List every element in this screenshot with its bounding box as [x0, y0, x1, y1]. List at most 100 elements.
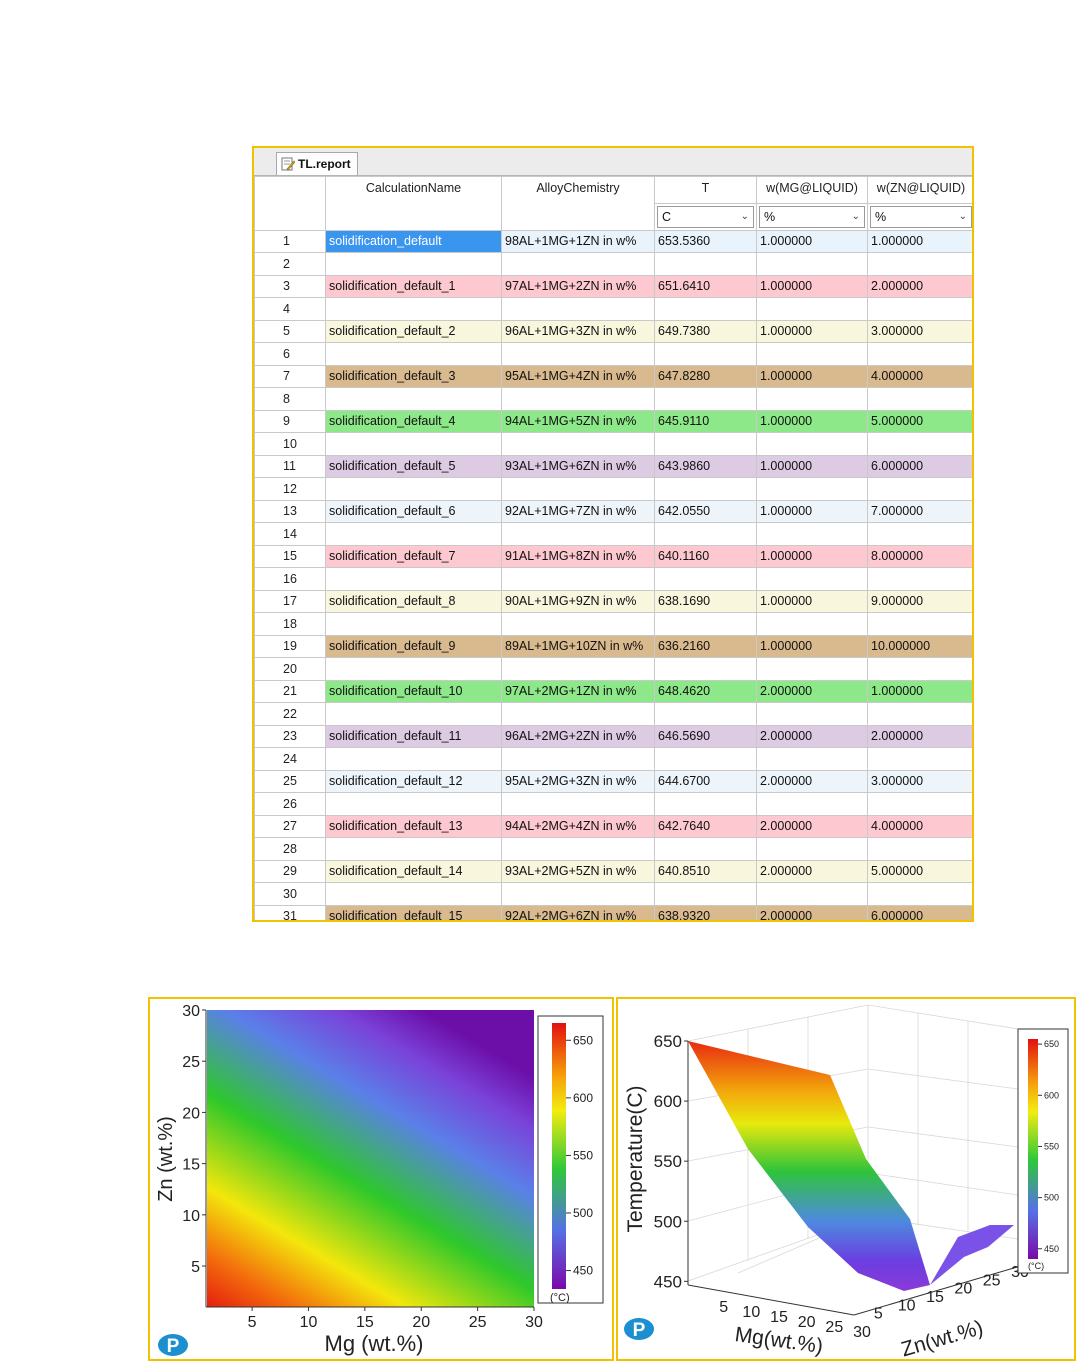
- cell-t[interactable]: 653.5360: [654, 229, 757, 253]
- cell-w-mg[interactable]: [756, 342, 868, 366]
- cell-alloy-chemistry[interactable]: 92AL+2MG+6ZN in w%: [501, 904, 655, 920]
- cell-w-zn[interactable]: 5.000000: [867, 409, 972, 433]
- cell-alloy-chemistry[interactable]: 93AL+2MG+5ZN in w%: [501, 859, 655, 883]
- cell-t[interactable]: 642.0550: [654, 499, 757, 523]
- cell-w-mg[interactable]: 2.000000: [756, 814, 868, 838]
- table-row[interactable]: 6: [254, 342, 972, 366]
- row-number[interactable]: 27: [254, 814, 326, 838]
- cell-alloy-chemistry[interactable]: [501, 342, 655, 366]
- cell-w-mg[interactable]: 2.000000: [756, 904, 868, 920]
- row-number[interactable]: 31: [254, 904, 326, 920]
- cell-calculation-name[interactable]: solidification_default: [325, 229, 502, 253]
- row-number[interactable]: 26: [254, 792, 326, 816]
- cell-alloy-chemistry[interactable]: [501, 297, 655, 321]
- cell-alloy-chemistry[interactable]: 94AL+2MG+4ZN in w%: [501, 814, 655, 838]
- column-header-w-mg-liquid[interactable]: w(MG@LIQUID): [756, 176, 868, 204]
- cell-w-zn[interactable]: 4.000000: [867, 814, 972, 838]
- table-row[interactable]: 4: [254, 297, 972, 321]
- cell-calculation-name[interactable]: solidification_default_12: [325, 769, 502, 793]
- table-row[interactable]: 8: [254, 387, 972, 411]
- cell-w-zn[interactable]: 4.000000: [867, 364, 972, 388]
- column-header-w-zn-liquid[interactable]: w(ZN@LIQUID): [867, 176, 972, 204]
- cell-t[interactable]: 647.8280: [654, 364, 757, 388]
- cell-t[interactable]: 645.9110: [654, 409, 757, 433]
- cell-calculation-name[interactable]: [325, 432, 502, 456]
- cell-t[interactable]: [654, 792, 757, 816]
- cell-w-zn[interactable]: [867, 567, 972, 591]
- row-number[interactable]: 3: [254, 274, 326, 298]
- cell-calculation-name[interactable]: solidification_default_15: [325, 904, 502, 920]
- cell-w-zn[interactable]: [867, 522, 972, 546]
- cell-w-mg[interactable]: [756, 567, 868, 591]
- cell-alloy-chemistry[interactable]: [501, 567, 655, 591]
- cell-w-zn[interactable]: 1.000000: [867, 679, 972, 703]
- cell-w-mg[interactable]: [756, 747, 868, 771]
- cell-t[interactable]: [654, 387, 757, 411]
- cell-t[interactable]: [654, 837, 757, 861]
- table-row[interactable]: 1 solidification_default 98AL+1MG+1ZN in w…: [254, 229, 972, 253]
- cell-w-mg[interactable]: [756, 252, 868, 276]
- cell-w-zn[interactable]: [867, 342, 972, 366]
- cell-alloy-chemistry[interactable]: [501, 702, 655, 726]
- cell-w-zn[interactable]: 8.000000: [867, 544, 972, 568]
- cell-t[interactable]: [654, 612, 757, 636]
- cell-alloy-chemistry[interactable]: 91AL+1MG+8ZN in w%: [501, 544, 655, 568]
- cell-w-mg[interactable]: 1.000000: [756, 454, 868, 478]
- cell-t[interactable]: 636.2160: [654, 634, 757, 658]
- cell-w-zn[interactable]: [867, 477, 972, 501]
- row-number[interactable]: 19: [254, 634, 326, 658]
- table-row[interactable]: 19 solidification_default_9 89AL+1MG+10ZN …: [254, 634, 972, 658]
- row-number[interactable]: 11: [254, 454, 326, 478]
- cell-w-mg[interactable]: 2.000000: [756, 679, 868, 703]
- cell-calculation-name[interactable]: solidification_default_6: [325, 499, 502, 523]
- cell-alloy-chemistry[interactable]: 97AL+1MG+2ZN in w%: [501, 274, 655, 298]
- cell-alloy-chemistry[interactable]: [501, 747, 655, 771]
- table-row[interactable]: 23 solidification_default_11 96AL+2MG+2ZN …: [254, 724, 972, 748]
- column-header-calculation-name[interactable]: CalculationName: [325, 176, 502, 231]
- cell-w-zn[interactable]: [867, 657, 972, 681]
- cell-calculation-name[interactable]: solidification_default_10: [325, 679, 502, 703]
- row-number[interactable]: 13: [254, 499, 326, 523]
- table-row[interactable]: 25 solidification_default_12 95AL+2MG+3ZN …: [254, 769, 972, 793]
- table-row[interactable]: 14: [254, 522, 972, 546]
- cell-alloy-chemistry[interactable]: 95AL+1MG+4ZN in w%: [501, 364, 655, 388]
- tab-tl-report[interactable]: TL.report: [276, 152, 358, 175]
- cell-calculation-name[interactable]: [325, 567, 502, 591]
- cell-alloy-chemistry[interactable]: [501, 522, 655, 546]
- cell-w-zn[interactable]: 6.000000: [867, 454, 972, 478]
- cell-alloy-chemistry[interactable]: 98AL+1MG+1ZN in w%: [501, 229, 655, 253]
- table-row[interactable]: 12: [254, 477, 972, 501]
- cell-calculation-name[interactable]: [325, 297, 502, 321]
- cell-w-zn[interactable]: [867, 792, 972, 816]
- cell-alloy-chemistry[interactable]: [501, 252, 655, 276]
- cell-calculation-name[interactable]: solidification_default_5: [325, 454, 502, 478]
- cell-calculation-name[interactable]: solidification_default_1: [325, 274, 502, 298]
- row-number[interactable]: 24: [254, 747, 326, 771]
- row-number[interactable]: 28: [254, 837, 326, 861]
- cell-alloy-chemistry[interactable]: 96AL+2MG+2ZN in w%: [501, 724, 655, 748]
- row-number[interactable]: 25: [254, 769, 326, 793]
- table-row[interactable]: 16: [254, 567, 972, 591]
- cell-w-mg[interactable]: 1.000000: [756, 634, 868, 658]
- cell-alloy-chemistry[interactable]: 92AL+1MG+7ZN in w%: [501, 499, 655, 523]
- row-number[interactable]: 21: [254, 679, 326, 703]
- row-number[interactable]: 16: [254, 567, 326, 591]
- row-number[interactable]: 2: [254, 252, 326, 276]
- cell-t[interactable]: [654, 882, 757, 906]
- unit-select-mg[interactable]: % ⌄: [759, 205, 865, 228]
- table-row[interactable]: 30: [254, 882, 972, 906]
- cell-alloy-chemistry[interactable]: [501, 792, 655, 816]
- cell-alloy-chemistry[interactable]: [501, 432, 655, 456]
- cell-t[interactable]: 648.4620: [654, 679, 757, 703]
- row-number[interactable]: 29: [254, 859, 326, 883]
- cell-w-mg[interactable]: 1.000000: [756, 364, 868, 388]
- table-row[interactable]: 26: [254, 792, 972, 816]
- cell-t[interactable]: 649.7380: [654, 319, 757, 343]
- cell-calculation-name[interactable]: [325, 747, 502, 771]
- column-header-alloy-chemistry[interactable]: AlloyChemistry: [501, 176, 655, 231]
- cell-w-mg[interactable]: [756, 882, 868, 906]
- cell-calculation-name[interactable]: solidification_default_8: [325, 589, 502, 613]
- cell-t[interactable]: [654, 657, 757, 681]
- table-row[interactable]: 20: [254, 657, 972, 681]
- cell-calculation-name[interactable]: solidification_default_14: [325, 859, 502, 883]
